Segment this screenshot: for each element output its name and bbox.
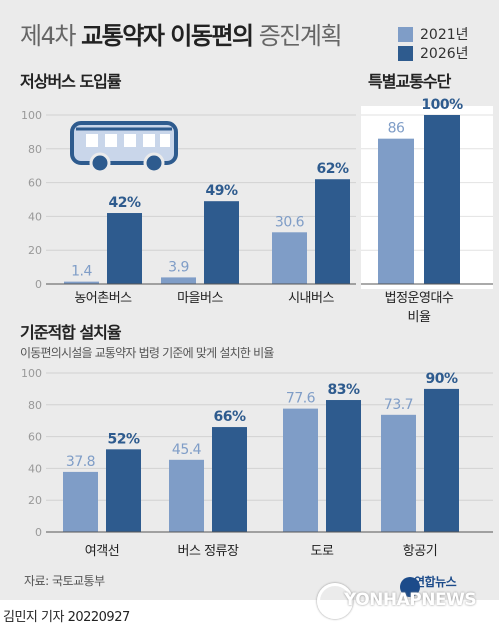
data-label: 100%: [421, 97, 463, 113]
category-label: 법정운영대수 비율: [385, 291, 454, 325]
y-tick-label: 40: [28, 462, 42, 475]
title-prefix: 제4차: [20, 22, 76, 50]
bar-2021: [161, 277, 196, 284]
data-label: 1.4: [71, 264, 92, 280]
bar-2026: [204, 201, 239, 284]
legend-swatch-2026: [398, 45, 413, 61]
section3-subtitle: 이동편의시설을 교통약자 법령 기준에 맞게 설치한 비율: [20, 346, 274, 360]
bar-2026: [107, 213, 142, 284]
category-label: 시내버스: [288, 291, 334, 306]
bar-2021: [63, 471, 98, 532]
category-label: 도로: [311, 544, 334, 559]
category-label: 농어촌버스: [74, 291, 132, 306]
y-tick-label: 0: [35, 278, 42, 291]
section1-title: 저상버스 도입률: [20, 72, 122, 91]
logo-english: YONHAPNEWS: [344, 590, 477, 610]
bar-2021: [272, 232, 307, 284]
data-label: 37.8: [66, 454, 95, 470]
y-tick-label: 60: [28, 177, 42, 190]
section2-title: 특별교통수단: [368, 72, 451, 91]
title-bold: 교통약자 이동편의: [81, 22, 254, 50]
y-tick-label: 80: [28, 399, 42, 412]
data-label: 66%: [213, 409, 245, 425]
data-label: 30.6: [275, 214, 305, 230]
y-tick-label: 100: [21, 109, 42, 122]
bar-2026: [326, 400, 361, 532]
y-tick-label: 80: [28, 143, 42, 156]
y-tick-label: 60: [28, 431, 42, 444]
bar-2026: [424, 388, 459, 532]
category-label: 마을버스: [177, 291, 223, 306]
legend-label-2021: 2021년: [420, 27, 469, 43]
title-suffix: 증진계획: [258, 22, 343, 50]
category-label: 버스 정류장: [178, 544, 239, 559]
data-label: 90%: [425, 371, 457, 387]
y-tick-label: 20: [28, 244, 42, 257]
data-label: 73.7: [384, 397, 413, 413]
bar-2026: [106, 449, 141, 532]
category-label: 여객선: [85, 544, 119, 559]
source-note: 자료: 국토교통부: [24, 574, 105, 588]
bar-2021: [64, 281, 99, 284]
legend-swatch-2021: [398, 26, 413, 42]
data-label: 49%: [205, 183, 237, 199]
data-label: 45.4: [172, 442, 202, 458]
data-label: 52%: [107, 431, 139, 447]
bar-2021: [378, 138, 414, 284]
bar-2021: [381, 414, 416, 532]
legend-item-2026: 2026년: [398, 43, 469, 63]
charts-svg: 0 20 40 60 80 100 1.4 42% 농어촌버스 3.9 49% 마을버스 30.6 62%…: [21, 97, 493, 559]
byline: 김민지 기자 20220927: [3, 610, 130, 625]
logo-korean: 연합뉴스: [414, 575, 457, 589]
bar-2026: [212, 427, 247, 532]
legend-label-2026: 2026년: [420, 46, 469, 62]
y-tick-label: 0: [35, 526, 42, 539]
category-label: 항공기: [403, 544, 437, 559]
section3-title: 기준적합 설치율: [20, 323, 122, 342]
legend-item-2021: 2021년: [398, 24, 469, 44]
yonhap-logo-icon: [400, 577, 420, 597]
page-title: 제4차 교통약자 이동편의 증진계획: [20, 16, 343, 51]
y-tick-label: 20: [28, 494, 42, 507]
bar-2021: [169, 459, 204, 532]
bar-2026: [424, 115, 460, 284]
data-label: 62%: [316, 161, 348, 177]
data-label: 3.9: [168, 259, 189, 275]
y-tick-label: 40: [28, 210, 42, 223]
y-tick-label: 100: [21, 367, 42, 380]
bar-2021: [283, 408, 318, 532]
data-label: 83%: [327, 382, 359, 398]
yonhap-watermark-icon: [317, 583, 353, 619]
data-label: 42%: [108, 195, 140, 211]
data-label: 77.6: [286, 391, 316, 407]
bus-icon: [70, 121, 178, 174]
bar-2026: [315, 179, 350, 284]
data-label: 86: [388, 121, 405, 137]
